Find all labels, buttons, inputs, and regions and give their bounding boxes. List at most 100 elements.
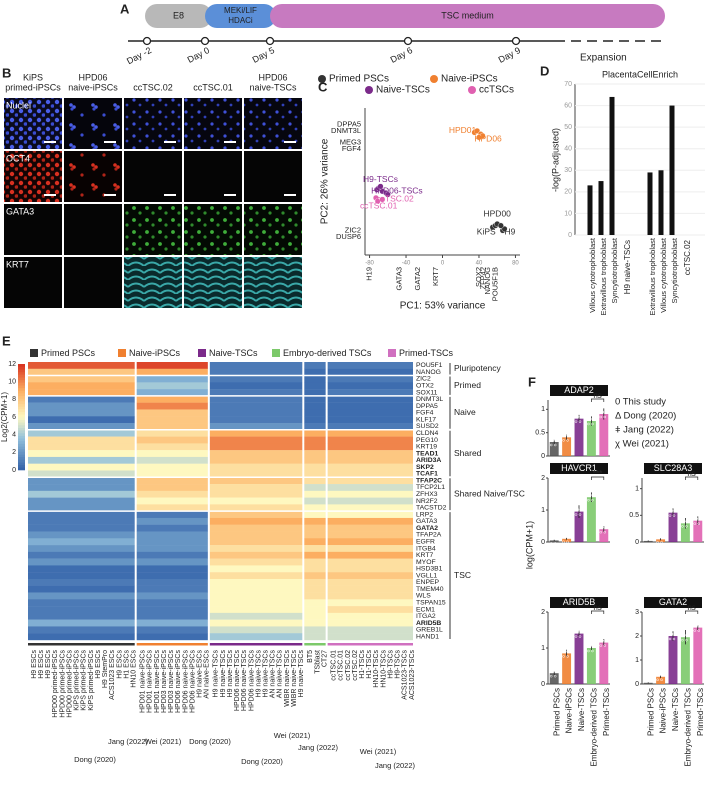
heatmap-cell <box>304 626 326 634</box>
pca-point <box>379 196 386 203</box>
significance-label: *** <box>593 469 603 478</box>
bar <box>574 511 584 542</box>
gene-label: SKP2 <box>416 464 434 471</box>
sample-label: HPD06 naive-iPSCs <box>189 650 196 714</box>
block-label: TSC <box>454 570 471 580</box>
replicate-dot <box>699 517 703 520</box>
day-marker <box>142 36 152 46</box>
bar <box>562 653 572 684</box>
day-marker <box>200 36 210 46</box>
bar <box>549 673 559 684</box>
legend-swatch <box>388 349 396 357</box>
loading-label: DNMT3L <box>331 126 361 135</box>
heatmap-cell <box>209 497 303 505</box>
heatmap-cell <box>304 443 326 451</box>
point-label: H9 <box>505 226 516 236</box>
x-tick-label: Extravillous trophoblast <box>648 237 657 315</box>
x-tick-label: Naive-TSCs <box>577 688 586 731</box>
replicate-dot <box>566 540 569 544</box>
heatmap-cell <box>209 395 303 403</box>
replicate-dot <box>699 624 703 627</box>
gene-label: SUSD2 <box>416 423 439 430</box>
heatmap-cell <box>304 545 326 553</box>
colorbar-segment <box>18 446 25 450</box>
point-label: HPD00 <box>484 208 512 218</box>
heatmap-cell <box>327 456 413 464</box>
replicate-dot <box>574 635 578 638</box>
legend-label: χ Wei (2021) <box>615 439 669 450</box>
gene-label: ITGA2 <box>416 613 436 620</box>
colorbar-segment <box>18 417 25 420</box>
heatmap-cell <box>28 402 135 410</box>
heatmap-cell <box>136 423 208 431</box>
colorbar-tick-label: 10 <box>8 379 16 386</box>
replicate-dot <box>693 629 697 632</box>
bar <box>599 414 609 456</box>
loading-label: MEG3 <box>340 137 361 146</box>
heatmap-cell <box>136 450 208 458</box>
replicate-dot <box>649 537 653 541</box>
replicate-dot <box>578 635 582 638</box>
heatmap-cell <box>209 511 303 519</box>
x-tick-label: -80 <box>365 261 374 267</box>
colorbar-segment <box>18 398 25 402</box>
y-tick-label: 1 <box>635 657 639 664</box>
replicate-dot <box>658 536 661 539</box>
replicate-dot <box>660 678 663 682</box>
colorbar-tick-label: 6 <box>12 414 16 421</box>
source-label: Jang (2022) <box>375 761 416 770</box>
bar <box>598 181 604 235</box>
heatmap-cell <box>209 606 303 614</box>
heatmap-cell <box>304 409 326 417</box>
replicate-dot <box>562 439 565 442</box>
heatmap-cell <box>327 565 413 573</box>
heatmap-cell <box>28 362 135 369</box>
colorbar-segment <box>18 401 25 405</box>
heatmap-cell <box>209 578 303 586</box>
panel-title: GATA2 <box>659 597 687 607</box>
gene-label: EGFR <box>416 538 435 545</box>
chart-title: PlacentaCellEnrich <box>602 69 678 79</box>
heatmap-cell <box>136 551 208 559</box>
gene-label: TMEM40 <box>416 586 444 593</box>
bar <box>562 538 572 542</box>
heatmap-cell <box>28 497 135 505</box>
heatmap-cell <box>136 585 208 593</box>
sample-label: HPD06 naive-iPSCs <box>175 650 182 714</box>
sample-label: AN naive-ESCs <box>204 650 211 699</box>
gene-label: ITGB4 <box>416 545 436 552</box>
significance-bracket <box>591 398 605 402</box>
sample-label: HPD01 naive-iPSCs <box>147 650 154 714</box>
replicate-dot <box>599 415 603 419</box>
micrograph <box>244 98 302 149</box>
bar <box>693 520 703 542</box>
replicate-dot <box>670 509 674 512</box>
colorbar-segment <box>18 382 25 386</box>
x-axis-title: PC1: 53% variance <box>400 301 486 312</box>
sample-label: ACS1023-TSCs <box>409 650 416 700</box>
replicate-dot <box>578 513 582 516</box>
sample-label: H9 ESCs <box>116 650 123 679</box>
replicate-dot <box>674 509 678 512</box>
sample-label: HPD03 naive-iPSCs <box>161 650 168 714</box>
heatmap-cell <box>304 558 326 566</box>
group-bar <box>136 643 208 646</box>
point-label: HPD06-TSCs <box>371 186 422 196</box>
heatmap-cell <box>327 463 413 471</box>
heatmap-cell <box>28 375 135 383</box>
heatmap-cell <box>209 619 303 627</box>
heatmap-cell <box>136 511 208 519</box>
group-label: H9 naive-TSCs <box>623 240 632 294</box>
loading-label: ZFP42 <box>479 267 488 290</box>
group-bar <box>28 643 135 646</box>
sample-label: WIBR naive-TSCs <box>291 650 298 707</box>
colorbar-segment <box>18 424 25 428</box>
image-row-label: OCT4 <box>6 153 30 163</box>
significance-bracket <box>685 476 699 480</box>
heatmap-cell <box>136 484 208 492</box>
image-row-label: GATA3 <box>6 206 34 216</box>
y-tick-label: 0.5 <box>535 430 545 437</box>
micrograph <box>4 257 62 308</box>
replicate-dot <box>578 420 582 423</box>
heatmap-cell <box>28 450 135 458</box>
